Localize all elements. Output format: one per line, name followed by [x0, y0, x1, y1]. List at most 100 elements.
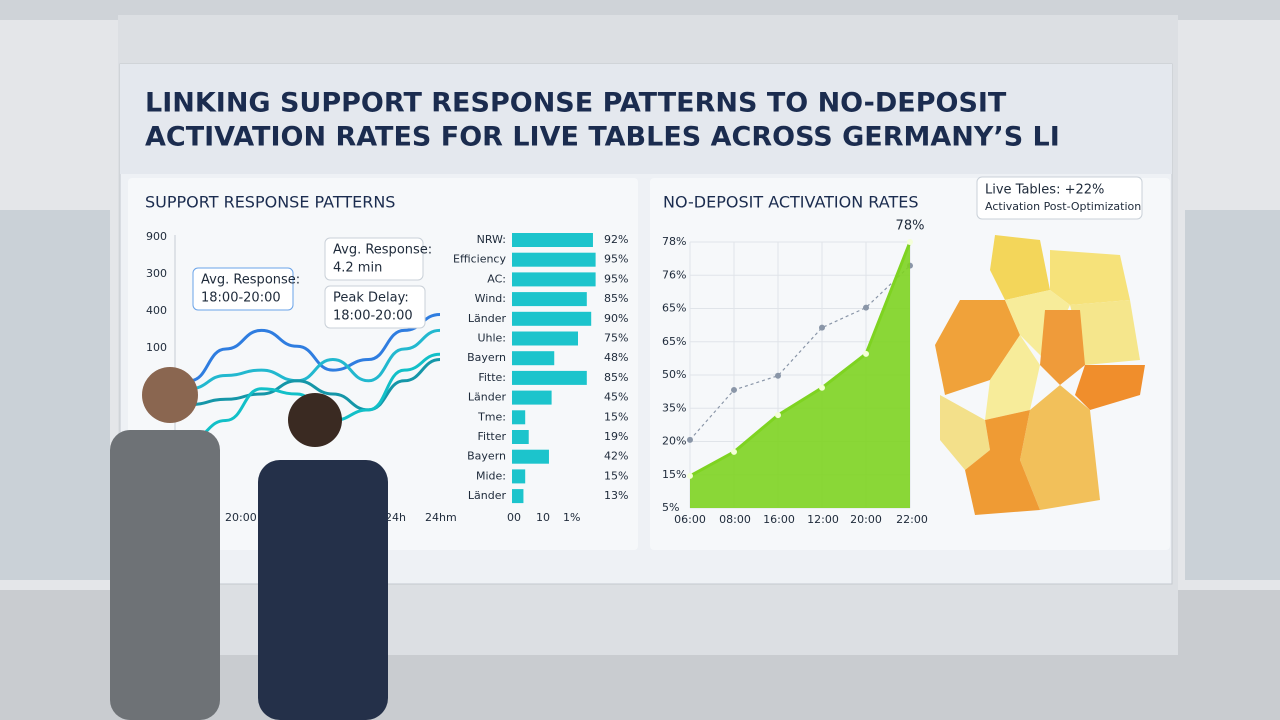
value-label: 15%	[604, 469, 628, 482]
value-label: 85%	[604, 371, 628, 384]
point	[687, 436, 693, 443]
person	[258, 460, 388, 720]
series-line	[189, 358, 441, 412]
callout	[976, 176, 1143, 220]
header	[120, 64, 1172, 174]
y-tick-label: Efficiency	[453, 253, 506, 266]
callout-text: Avg. Response:	[333, 243, 432, 258]
point	[907, 239, 913, 245]
y-tick-label: 65%	[662, 302, 686, 315]
y-tick-label: 15%	[662, 468, 686, 481]
series-line	[189, 313, 441, 383]
x-tick-label: 24h	[385, 511, 406, 524]
value-label: 90%	[604, 312, 628, 325]
panel-title: NO-DEPOSIT ACTIVATION RATES	[663, 193, 919, 212]
bar	[512, 252, 596, 267]
person	[110, 430, 220, 720]
callout-text: Avg. Response:	[201, 273, 300, 288]
x-tick-label: 06:00	[674, 513, 706, 526]
map-region	[985, 335, 1040, 420]
person-head	[288, 393, 342, 447]
y-tick-label: 78%	[662, 235, 686, 248]
x-tick-label: 00	[507, 511, 521, 524]
map-region	[940, 395, 990, 470]
y-tick-label: Länder	[468, 489, 507, 502]
bar	[512, 292, 587, 307]
bar	[512, 390, 552, 405]
y-tick-label: 50%	[662, 368, 686, 381]
series-line	[689, 241, 912, 478]
series-line	[189, 328, 441, 391]
area	[690, 242, 910, 508]
map-region	[990, 235, 1050, 300]
callout	[192, 267, 294, 311]
germany-map	[935, 235, 1145, 515]
people	[110, 367, 388, 720]
y-tick-label: 300	[146, 267, 167, 280]
value-label: 42%	[604, 450, 628, 463]
panel-title: SUPPORT RESPONSE PATTERNS	[145, 193, 395, 212]
map-region	[935, 300, 1020, 395]
value-label: 92%	[604, 233, 628, 246]
point	[731, 386, 737, 393]
value-label: 85%	[604, 292, 628, 305]
y-tick-label: 20%	[662, 435, 686, 448]
y-tick-label: 400	[146, 304, 167, 317]
x-tick-label: 20:00	[225, 511, 257, 524]
bar	[512, 351, 555, 366]
x-tick-label: 20:00	[850, 513, 882, 526]
y-tick-label: Bayern	[467, 351, 506, 364]
y-tick-label: Fitter	[478, 430, 507, 443]
x-tick-label: 12:00	[807, 513, 839, 526]
point	[863, 304, 869, 311]
y-tick-label: Wind:	[475, 292, 506, 305]
value-label: 95%	[604, 253, 628, 266]
map-region	[1070, 300, 1140, 365]
bar	[512, 430, 529, 444]
point	[775, 412, 781, 419]
callout-text: 18:00-20:00	[333, 309, 413, 324]
callout-text: 18:00-20:00	[201, 291, 281, 306]
callout-text: 4.2 min	[333, 261, 382, 276]
map-region	[1005, 290, 1070, 360]
callout-text: Live Tables: +22%	[985, 183, 1104, 198]
bar	[512, 469, 526, 484]
y-tick-label: Mide:	[476, 469, 506, 482]
x-tick-label: 10	[536, 511, 550, 524]
x-tick-label: 16:00	[763, 513, 795, 526]
value-label: 78%	[896, 219, 925, 234]
x-tick-label: 08:00	[719, 513, 751, 526]
point	[731, 448, 737, 455]
bar	[512, 489, 524, 504]
map-region	[1040, 310, 1085, 385]
y-tick-label: 100	[146, 341, 167, 354]
point	[775, 372, 781, 379]
person-head	[142, 367, 198, 423]
y-tick-label: 5%	[662, 501, 679, 514]
title: LINKING SUPPORT RESPONSE PATTERNS TO NO-…	[145, 88, 1007, 119]
callout-text: Activation Post-Optimization	[985, 200, 1141, 213]
value-label: 75%	[604, 332, 628, 345]
map-region	[965, 410, 1040, 515]
y-tick-label: NRW:	[477, 233, 506, 246]
x-tick-label: 22:00	[896, 513, 928, 526]
x-tick-label: 1%	[563, 511, 580, 524]
window-left	[0, 210, 110, 580]
x-tick-label: 24hm	[425, 511, 457, 524]
y-tick-label: Bayern	[467, 450, 506, 463]
value-label: 45%	[604, 391, 628, 404]
value-label: 19%	[604, 430, 628, 443]
y-tick-label: Uhle:	[477, 332, 506, 345]
map-region	[1020, 385, 1100, 510]
point	[819, 384, 825, 391]
value-label: 95%	[604, 272, 628, 285]
point	[687, 472, 693, 479]
value-label: 15%	[604, 410, 628, 423]
y-tick-label: 900	[146, 230, 167, 243]
map-region	[1050, 250, 1130, 305]
y-tick-label: 76%	[662, 268, 686, 281]
callout	[324, 237, 424, 281]
y-tick-label: 35%	[662, 401, 686, 414]
window-right	[1185, 210, 1280, 580]
